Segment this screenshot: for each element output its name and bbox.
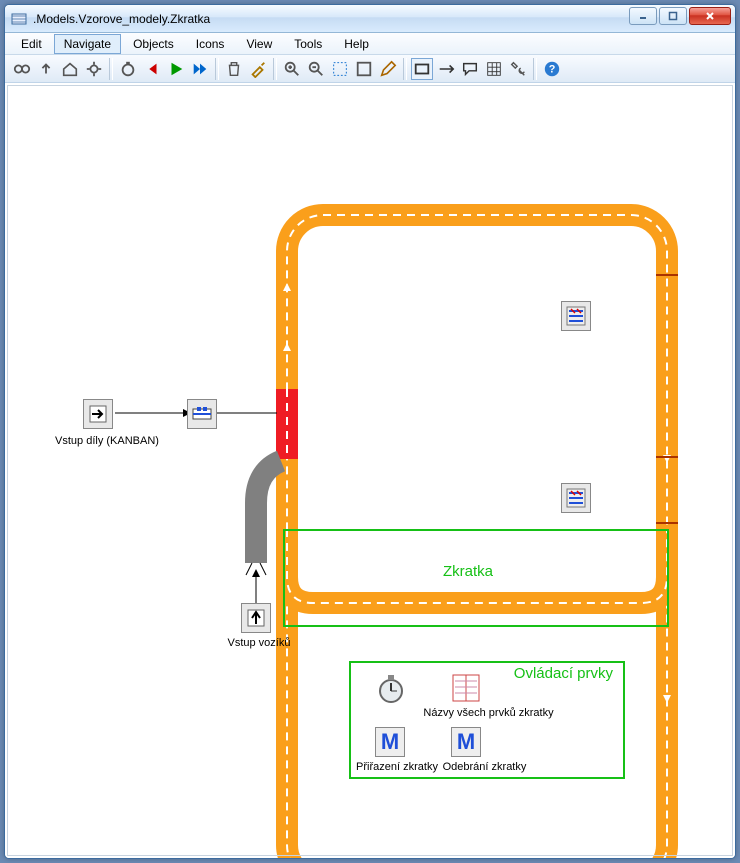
method-icon-assign[interactable]: M [375,727,405,757]
stopwatch-icon[interactable] [375,673,407,708]
toolbar-help-button[interactable]: ? [541,58,563,80]
window-controls [629,7,731,25]
label-nazvy: Názvy všech prvků zkratky [421,707,556,719]
source-node-vstup-dily[interactable] [83,399,113,429]
toolbar-connector-button[interactable] [435,58,457,80]
diagram: Vstup díly (KANBAN) Vstup vozíků Zkratka [5,83,735,858]
zkratka-label: Zkratka [443,563,493,580]
label-vstup-dily: Vstup díly (KANBAN) [47,435,167,447]
table-icon[interactable] [451,673,481,706]
zkratka-group-bottom [283,625,669,627]
menu-objects[interactable]: Objects [123,34,184,54]
menu-navigate[interactable]: Navigate [54,34,121,54]
menubar: EditNavigateObjectsIconsViewToolsHelp [5,33,735,55]
toolbar-up-level-button[interactable] [35,58,57,80]
app-window: .Models.Vzorove_modely.Zkratka EditNavig… [4,4,736,859]
label-vstup-voziku: Vstup vozíků [219,637,299,649]
minimize-button[interactable] [629,7,657,25]
toolbar-fast-forward-button[interactable] [189,58,211,80]
toolbar-separator [273,58,277,80]
toolbar-stopwatch-button[interactable] [117,58,139,80]
menu-edit[interactable]: Edit [11,34,52,54]
toolbar-rect-button[interactable] [411,58,433,80]
toolbar-frame-button[interactable] [353,58,375,80]
toolbar-callout-button[interactable] [459,58,481,80]
toolbar-separator [109,58,113,80]
station-node-2[interactable] [561,483,591,513]
toolbar: ? [5,55,735,83]
toolbar-separator [533,58,537,80]
toolbar-play-button[interactable] [165,58,187,80]
toolbar-zoom-out-button[interactable] [305,58,327,80]
titlebar[interactable]: .Models.Vzorove_modely.Zkratka [5,5,735,33]
toolbar-broom-button[interactable] [247,58,269,80]
source-node-vstup-voziku[interactable] [241,603,271,633]
close-button[interactable] [689,7,731,25]
label-prirazeni: Přiřazení zkratky [352,761,442,773]
control-panel-title: Ovládací prvky [514,665,613,682]
menu-tools[interactable]: Tools [284,34,332,54]
app-icon [11,11,27,27]
toolbar-zoom-in-button[interactable] [281,58,303,80]
toolbar-separator [215,58,219,80]
toolbar-skip-start-button[interactable] [141,58,163,80]
station-node-1[interactable] [561,301,591,331]
toolbar-grid-button[interactable] [483,58,505,80]
menu-view[interactable]: View [236,34,282,54]
toolbar-separator [403,58,407,80]
toolbar-home-button[interactable] [59,58,81,80]
toolbar-select-group-button[interactable] [329,58,351,80]
toolbar-gears-button[interactable] [83,58,105,80]
toolbar-binoculars-button[interactable] [11,58,33,80]
label-odebrani: Odebrání zkratky [437,761,532,773]
menu-icons[interactable]: Icons [186,34,235,54]
toolbar-tools-button[interactable] [507,58,529,80]
control-panel: Ovládací prvky Názvy všech prvků zkratky… [349,661,625,779]
window-title: .Models.Vzorove_modely.Zkratka [33,12,210,26]
toolbar-pencil-button[interactable] [377,58,399,80]
canvas[interactable]: Vstup díly (KANBAN) Vstup vozíků Zkratka [5,83,735,858]
buffer-node[interactable] [187,399,217,429]
toolbar-trash-button[interactable] [223,58,245,80]
maximize-button[interactable] [659,7,687,25]
menu-help[interactable]: Help [334,34,379,54]
svg-text:?: ? [549,63,556,75]
method-icon-remove[interactable]: M [451,727,481,757]
